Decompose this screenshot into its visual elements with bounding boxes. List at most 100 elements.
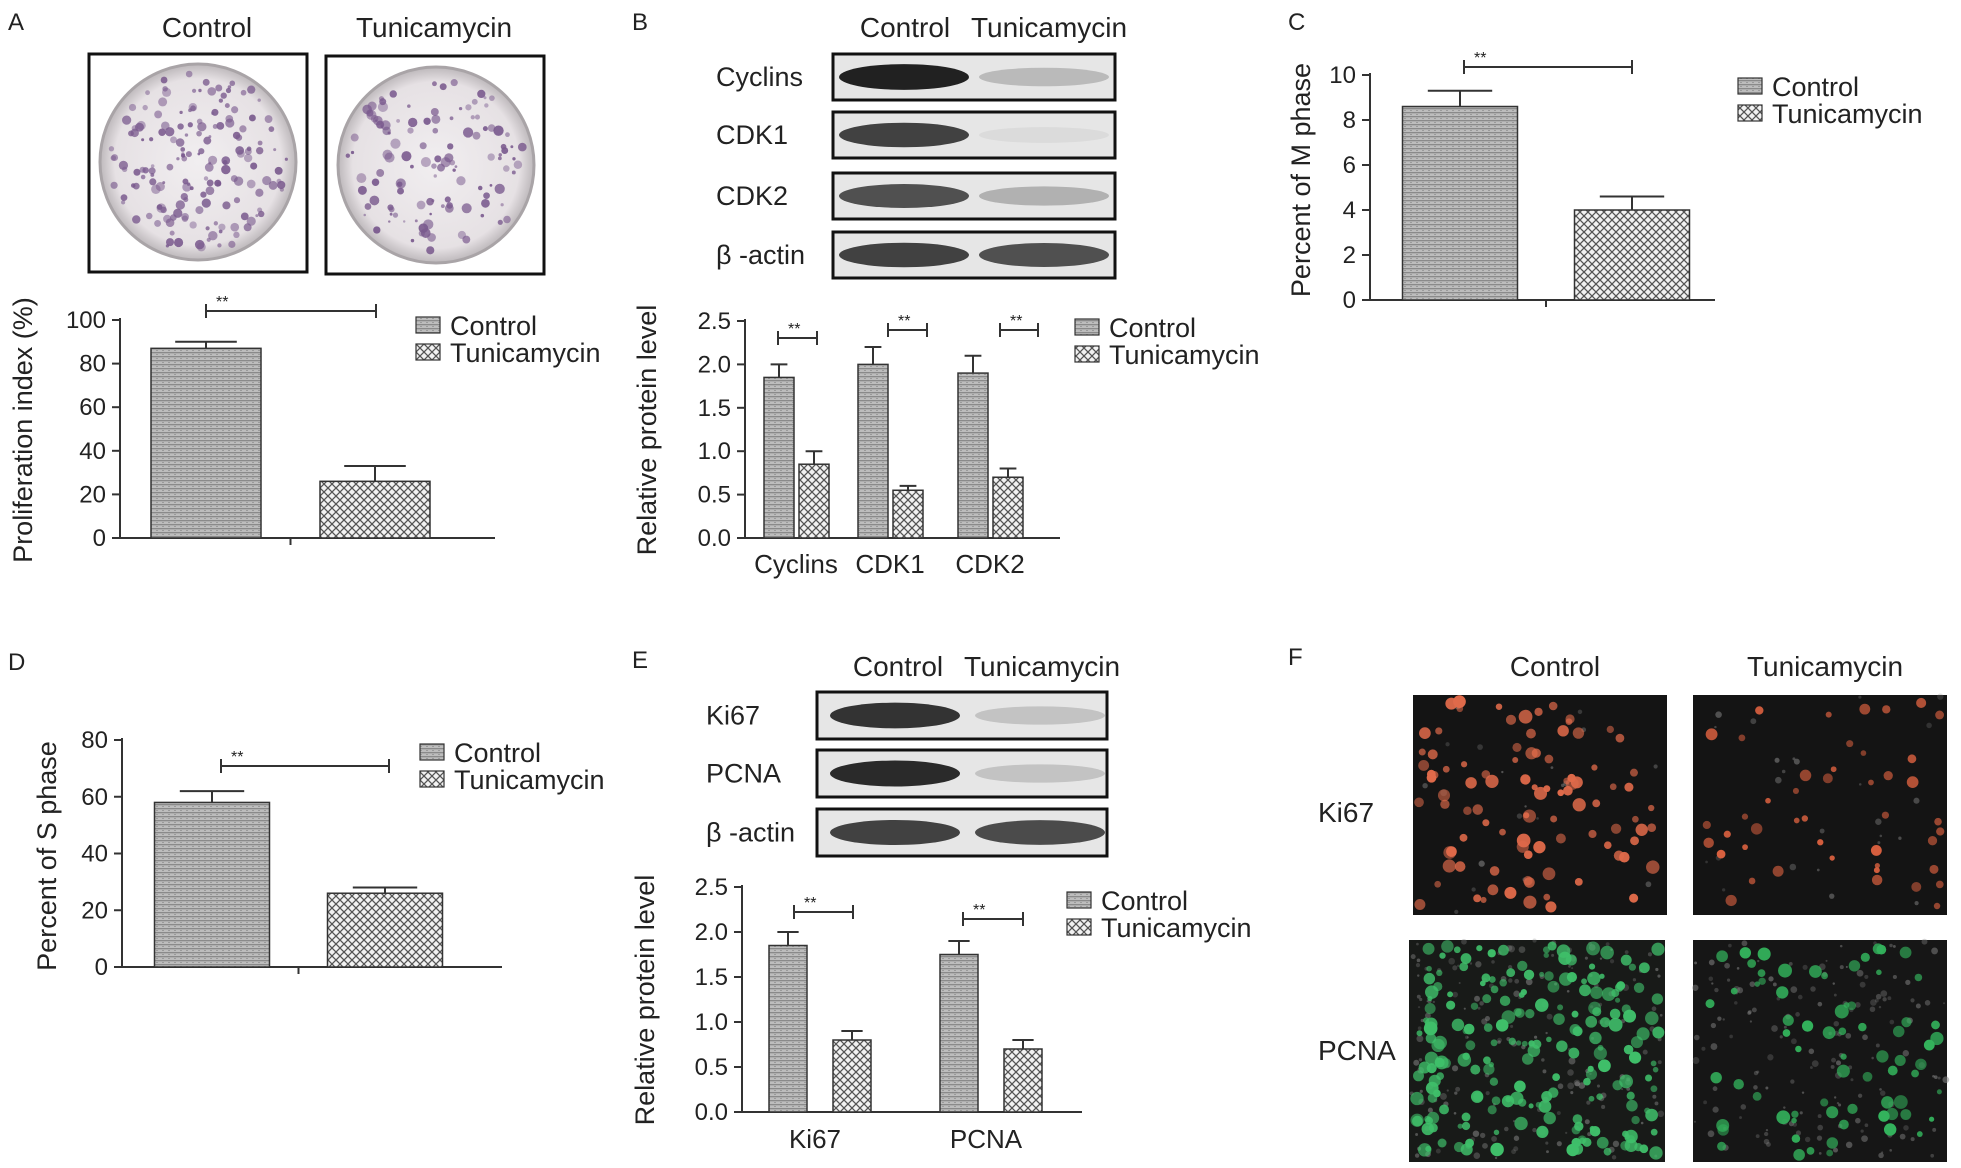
stained-cell [1723,830,1731,838]
background-cell [1451,1065,1459,1072]
background-cell [1513,1135,1520,1141]
background-cell [1571,967,1574,970]
background-cell [1542,1069,1547,1074]
background-cell [1415,1133,1419,1136]
colony-dot [277,180,286,190]
stained-cell [1916,697,1927,709]
colony-dot [396,119,401,123]
colony-dot [431,199,435,203]
significance-stars: ** [216,294,228,311]
stained-cell [1533,841,1546,854]
colony-dot [407,127,414,134]
blot-column-control: Control [860,12,950,43]
stained-cell [1410,1113,1424,1127]
background-cell [1416,994,1421,999]
background-cell [1712,1086,1718,1092]
background-cell [1845,1141,1853,1149]
colony-dot [205,186,215,196]
colony-dot [373,115,383,126]
y-tick-label: 1.0 [695,1009,728,1036]
y-axis-label: Percent of S phase [32,741,62,971]
background-cell [1708,976,1714,981]
stained-cell [1489,1077,1499,1086]
stained-cell [1632,815,1639,823]
colony-dot [229,80,236,87]
stained-cell [1876,969,1882,976]
background-cell [1484,1016,1490,1022]
background-cell [1858,695,1862,699]
stained-cell [1555,833,1566,844]
stained-cell [1822,1026,1836,1040]
background-cell [1568,1057,1576,1065]
colony-dot [408,117,418,128]
stained-cell [1557,725,1569,737]
stained-cell [1623,1009,1637,1023]
background-cell [1458,982,1461,985]
colony-dot [206,179,214,187]
colony-dot [215,84,223,92]
background-cell [1878,1152,1884,1159]
legend-label-tunicamycin: Tunicamycin [1109,340,1260,370]
y-tick-label: 100 [66,307,106,334]
blot-band-control [839,242,969,268]
stained-cell [1571,1010,1579,1018]
colony-dot [512,157,516,161]
stained-cell [1936,1089,1942,1095]
stained-cell [1424,1002,1436,1014]
stained-cell [1624,1139,1638,1152]
stained-cell [1414,797,1424,808]
background-cell [1889,1149,1892,1152]
colony-dish-tunicamycin [324,54,546,276]
panel-label-e: E [632,647,648,674]
stained-cell [1446,1000,1456,1010]
background-cell [1838,1103,1842,1107]
blot-row-label: Cyclins [716,62,803,92]
background-cell [1471,887,1476,892]
colony-dot [255,188,264,197]
background-cell [1705,860,1708,864]
colony-dot [462,235,471,244]
background-cell [1818,1152,1822,1155]
stained-cell [1742,844,1748,851]
stained-cell [1868,779,1874,786]
bar-control [1401,105,1519,301]
stained-cell [1611,989,1620,998]
colony-dot [185,70,193,78]
colony-dot [132,215,141,224]
stained-cell [1648,804,1655,812]
stained-cell [1651,942,1665,956]
background-cell [1879,1088,1882,1091]
background-cell [1525,978,1533,986]
background-cell [1546,1150,1549,1154]
background-cell [1861,1135,1868,1143]
background-cell [1858,783,1862,786]
colony-dot [246,179,256,189]
stained-cell [1755,706,1764,715]
stained-cell [1629,893,1639,903]
stained-cell [1525,1009,1535,1019]
stained-cell [1489,866,1500,876]
colony-dot [230,222,240,232]
stained-cell [1568,1047,1580,1059]
colony-dot [410,164,414,169]
stained-cell [1610,823,1622,834]
y-tick-label: 1.0 [698,438,731,465]
colony-dot [461,203,472,214]
background-cell [1605,942,1610,947]
background-cell [1568,964,1571,968]
stained-cell [1459,962,1469,972]
background-cell [1645,881,1652,888]
y-tick-label: 1.5 [695,964,728,991]
blot-band-control [839,64,969,90]
stained-cell [1436,969,1443,977]
background-cell [1726,978,1731,982]
background-cell [1932,1127,1937,1132]
fluor-row-ki67: Ki67 [1318,797,1374,828]
stained-cell [1822,773,1833,784]
stained-cell [1461,1112,1471,1122]
colony-dot [108,146,115,152]
stained-cell [1434,1055,1449,1070]
stained-cell [1609,783,1617,791]
background-cell [1747,1010,1752,1014]
background-cell [1455,1086,1461,1092]
